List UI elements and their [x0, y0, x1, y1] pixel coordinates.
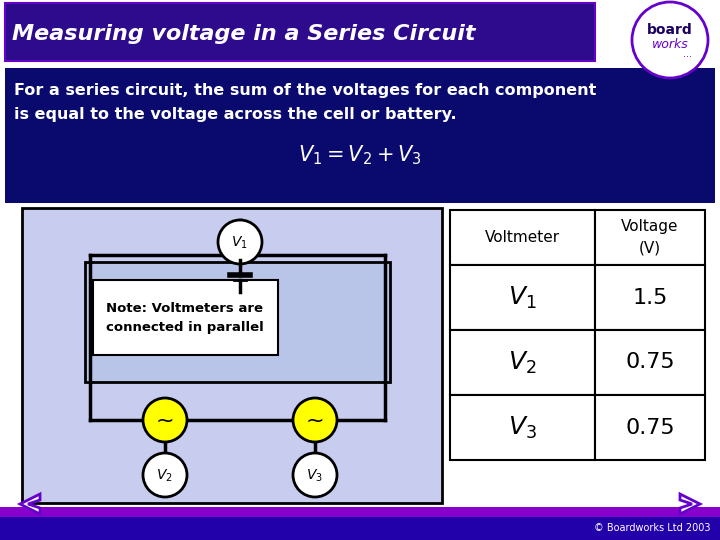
Text: For a series circuit, the sum of the voltages for each component: For a series circuit, the sum of the vol…: [14, 83, 596, 98]
FancyBboxPatch shape: [595, 330, 705, 395]
Polygon shape: [680, 494, 700, 514]
FancyBboxPatch shape: [595, 265, 705, 330]
Circle shape: [293, 398, 337, 442]
Text: is equal to the voltage across the cell or battery.: is equal to the voltage across the cell …: [14, 107, 456, 123]
Circle shape: [632, 2, 708, 78]
Text: © Boardworks Ltd 2003: © Boardworks Ltd 2003: [593, 523, 710, 533]
FancyBboxPatch shape: [0, 517, 720, 540]
Text: $V_2$: $V_2$: [156, 468, 172, 484]
Text: 1.5: 1.5: [632, 287, 667, 307]
FancyBboxPatch shape: [0, 507, 720, 517]
Text: $V_3$: $V_3$: [305, 468, 323, 484]
FancyBboxPatch shape: [450, 210, 595, 265]
Text: works: works: [652, 37, 688, 51]
FancyBboxPatch shape: [450, 395, 595, 460]
FancyBboxPatch shape: [5, 3, 595, 61]
Text: (V): (V): [639, 240, 661, 255]
Text: $V_1$: $V_1$: [230, 235, 248, 251]
Text: $V_1 = V_2 + V_3$: $V_1 = V_2 + V_3$: [298, 143, 422, 167]
Polygon shape: [20, 494, 40, 514]
Circle shape: [143, 398, 187, 442]
Circle shape: [293, 453, 337, 497]
Circle shape: [218, 220, 262, 264]
Text: ~: ~: [156, 411, 174, 431]
Circle shape: [143, 453, 187, 497]
Text: $V_1$: $V_1$: [508, 285, 537, 310]
FancyBboxPatch shape: [595, 395, 705, 460]
Text: 0.75: 0.75: [625, 417, 675, 437]
Text: board: board: [647, 23, 693, 37]
Text: connected in parallel: connected in parallel: [106, 321, 264, 334]
Text: ~: ~: [306, 411, 324, 431]
FancyBboxPatch shape: [450, 330, 595, 395]
FancyBboxPatch shape: [5, 68, 715, 203]
Text: Measuring voltage in a Series Circuit: Measuring voltage in a Series Circuit: [12, 24, 475, 44]
Text: $V_3$: $V_3$: [508, 414, 537, 441]
FancyBboxPatch shape: [93, 280, 278, 355]
Text: Note: Voltmeters are: Note: Voltmeters are: [107, 301, 264, 314]
FancyBboxPatch shape: [450, 265, 595, 330]
Text: Voltage: Voltage: [621, 219, 679, 234]
FancyBboxPatch shape: [595, 210, 705, 265]
FancyBboxPatch shape: [22, 208, 442, 503]
Text: ...: ...: [683, 49, 693, 59]
Text: Voltmeter: Voltmeter: [485, 230, 560, 245]
FancyBboxPatch shape: [85, 262, 390, 382]
Text: 0.75: 0.75: [625, 353, 675, 373]
Text: $V_2$: $V_2$: [508, 349, 536, 376]
